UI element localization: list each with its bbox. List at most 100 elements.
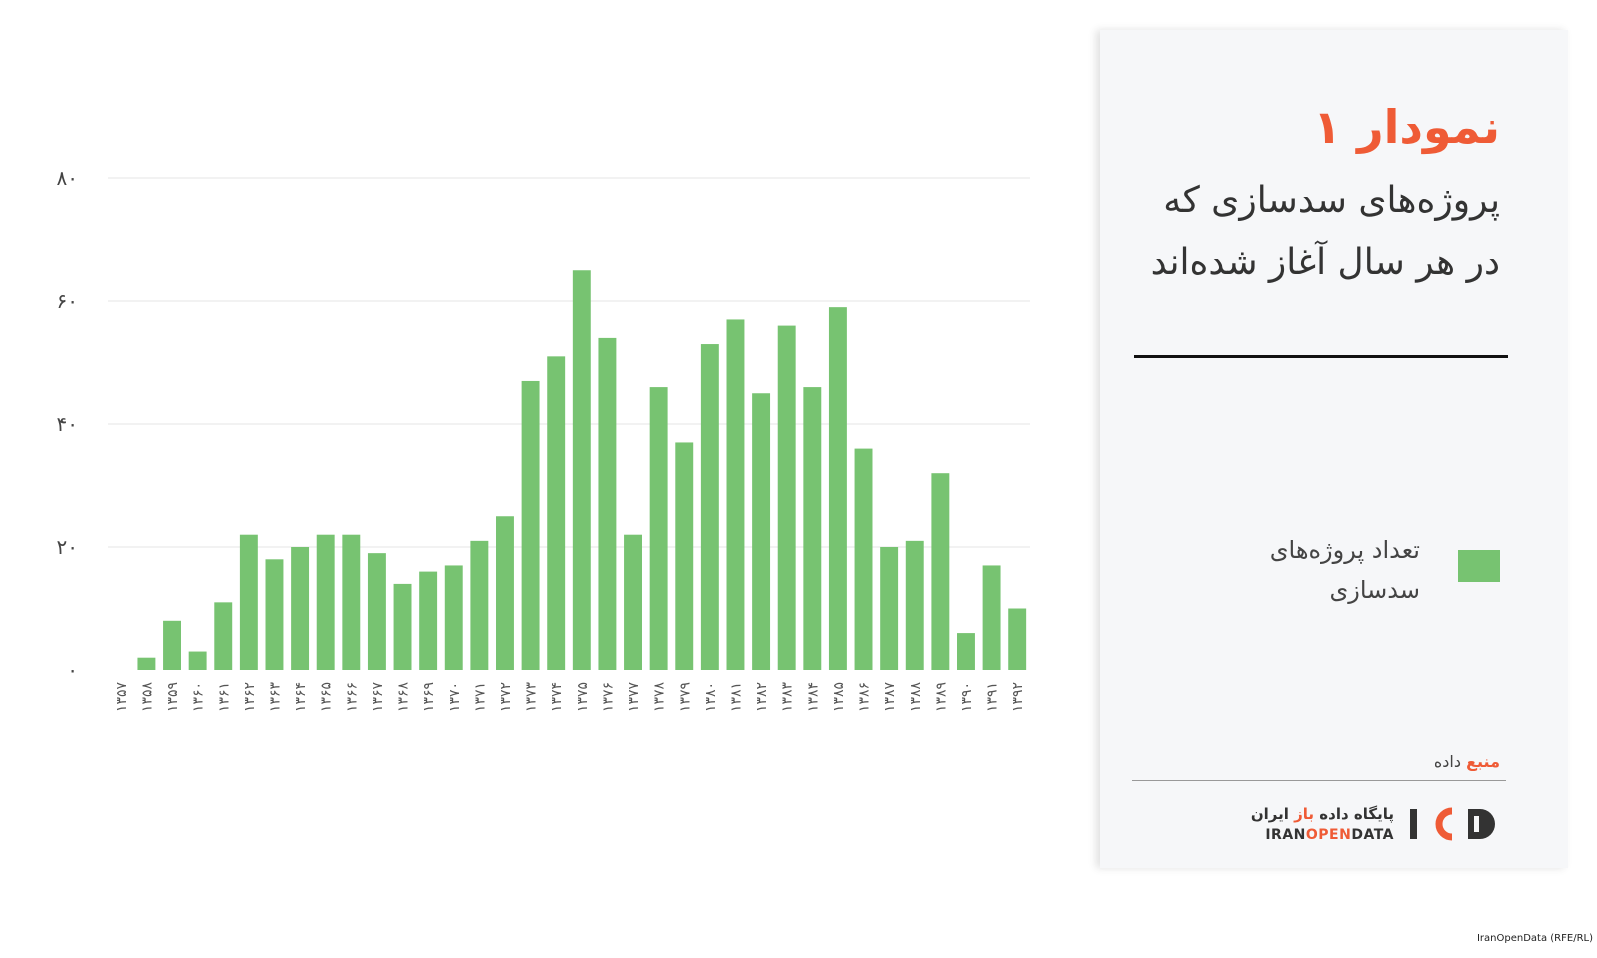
- x-tick-label: ۱۳۷۷: [626, 682, 642, 713]
- bar: [291, 547, 310, 670]
- brand: پایگاه داده باز ایران IRANOPENDATA: [1251, 805, 1500, 843]
- data-source: منبع داده: [1434, 752, 1500, 771]
- source-divider: [1132, 780, 1506, 781]
- bar: [1008, 608, 1027, 670]
- x-tick-label: ۱۳۵۹: [165, 682, 181, 712]
- bar: [239, 534, 258, 670]
- brand-en-pre: IRAN: [1265, 827, 1306, 843]
- x-tick-label: ۱۳۶۶: [344, 682, 360, 712]
- x-tick-label: ۱۳۷۴: [549, 682, 565, 712]
- bar: [777, 325, 796, 670]
- bar: [444, 565, 463, 670]
- bar: [905, 540, 924, 670]
- x-tick-label: ۱۳۸۸: [908, 682, 924, 713]
- bar: [419, 571, 438, 670]
- x-tick-label: ۱۳۸۶: [857, 682, 873, 712]
- bar: [393, 583, 412, 670]
- bar: [726, 319, 745, 670]
- x-axis-ticks: ۱۳۵۷ ۱۳۵۸ ۱۳۵۹ ۱۳۶۰ ۱۳۶۱ ۱۳۶۲ ۱۳۶۳ ۱۳۶۴ ۱۳۶۵ ۱۳۶۶…: [114, 682, 1026, 713]
- brand-en-accent: OPEN: [1305, 827, 1352, 843]
- x-tick-label: ۱۳۶۲: [242, 682, 258, 712]
- bar: [265, 559, 284, 670]
- title-divider: [1134, 355, 1508, 358]
- bar: [803, 387, 822, 670]
- x-tick-label: ۱۳۶۳: [267, 682, 283, 713]
- brand-en-post: DATA: [1351, 827, 1394, 843]
- chart-subtitle: پروژه‌های سدسازی که در هر سال آغاز شده‌ا…: [1150, 180, 1500, 283]
- x-tick-label: ۱۳۸۰: [703, 682, 719, 712]
- y-tick-label: ۸۰: [57, 166, 78, 190]
- x-tick-label: ۱۳۷۶: [600, 682, 616, 712]
- x-tick-label: ۱۳۸۹: [933, 682, 949, 712]
- y-tick-label: ۲۰: [57, 535, 78, 559]
- bar: [828, 307, 847, 670]
- bar: [982, 565, 1001, 670]
- x-tick-label: ۱۳۷۸: [652, 682, 668, 713]
- brand-fa-pre: پایگاه داده: [1319, 805, 1394, 823]
- bar: [957, 633, 975, 670]
- bar: [470, 540, 489, 670]
- bar: [137, 657, 156, 670]
- bar: [700, 344, 719, 670]
- chart-title: نمودار ۱: [1313, 100, 1500, 154]
- source-prefix: منبع: [1466, 752, 1500, 771]
- x-tick-label: ۱۳۵۷: [114, 682, 130, 713]
- x-tick-label: ۱۳۸۴: [805, 682, 821, 712]
- info-panel: نمودار ۱ پروژه‌های سدسازی که در هر سال آ…: [1100, 30, 1568, 868]
- x-tick-label: ۱۳۹۱: [985, 682, 1001, 712]
- brand-text: پایگاه داده باز ایران IRANOPENDATA: [1251, 805, 1394, 843]
- y-axis-ticks: ۰ ۲۰ ۴۰ ۶۰ ۸۰: [57, 166, 78, 682]
- image-credit: IranOpenData (RFE/RL): [1476, 933, 1593, 944]
- bar: [547, 356, 566, 670]
- bar: [214, 602, 233, 670]
- bar: [316, 534, 335, 670]
- bar: [752, 393, 771, 670]
- x-tick-label: ۱۳۷۲: [498, 682, 514, 712]
- bars: [137, 270, 1027, 670]
- bar: [521, 380, 540, 670]
- legend-label: تعداد پروژه‌های سدسازی: [1269, 536, 1420, 604]
- legend: تعداد پروژه‌های سدسازی: [1240, 530, 1500, 610]
- brand-fa-post: ایران: [1250, 805, 1289, 823]
- y-tick-label: ۰: [67, 658, 78, 682]
- x-tick-label: ۱۳۶۹: [421, 682, 437, 712]
- bar: [188, 651, 207, 670]
- x-tick-label: ۱۳۷۳: [524, 682, 540, 713]
- x-tick-label: ۱۳۵۸: [139, 682, 155, 713]
- x-tick-label: ۱۳۶۴: [293, 682, 309, 712]
- x-tick-label: ۱۳۹۰: [959, 682, 975, 712]
- bar: [598, 337, 617, 670]
- x-tick-label: ۱۳۶۷: [370, 682, 386, 713]
- x-tick-label: ۱۳۷۵: [575, 682, 591, 712]
- bar: [496, 516, 514, 670]
- bar: [572, 270, 591, 670]
- bar: [880, 547, 899, 670]
- bar: [854, 448, 873, 670]
- x-tick-label: ۱۳۷۱: [472, 682, 488, 712]
- x-tick-label: ۱۳۶۱: [216, 682, 232, 712]
- x-tick-label: ۱۳۸۲: [754, 682, 770, 712]
- source-suffix: داده: [1433, 752, 1461, 771]
- x-tick-label: ۱۳۸۱: [728, 682, 744, 712]
- iod-logo: [1410, 807, 1495, 841]
- x-tick-label: ۱۳۶۰: [191, 682, 207, 712]
- x-tick-label: ۱۳۸۷: [882, 682, 898, 713]
- x-tick-label: ۱۳۷۰: [447, 682, 463, 712]
- x-tick-label: ۱۳۹۲: [1010, 682, 1026, 712]
- x-tick-label: ۱۳۷۹: [677, 682, 693, 712]
- legend-swatch: [1458, 550, 1500, 582]
- brand-fa-accent: باز: [1294, 805, 1315, 823]
- bar: [163, 620, 181, 670]
- x-tick-label: ۱۳۸۳: [780, 682, 796, 713]
- bar: [649, 387, 668, 670]
- brand-english-name: IRANOPENDATA: [1251, 827, 1394, 843]
- y-tick-label: ۴۰: [57, 412, 78, 436]
- bar: [367, 553, 386, 670]
- bar: [624, 534, 642, 670]
- x-tick-label: ۱۳۸۵: [831, 682, 847, 712]
- bar: [342, 534, 361, 670]
- brand-persian-name: پایگاه داده باز ایران: [1251, 805, 1394, 823]
- x-tick-label: ۱۳۶۸: [396, 682, 412, 713]
- x-tick-label: ۱۳۶۵: [319, 682, 335, 712]
